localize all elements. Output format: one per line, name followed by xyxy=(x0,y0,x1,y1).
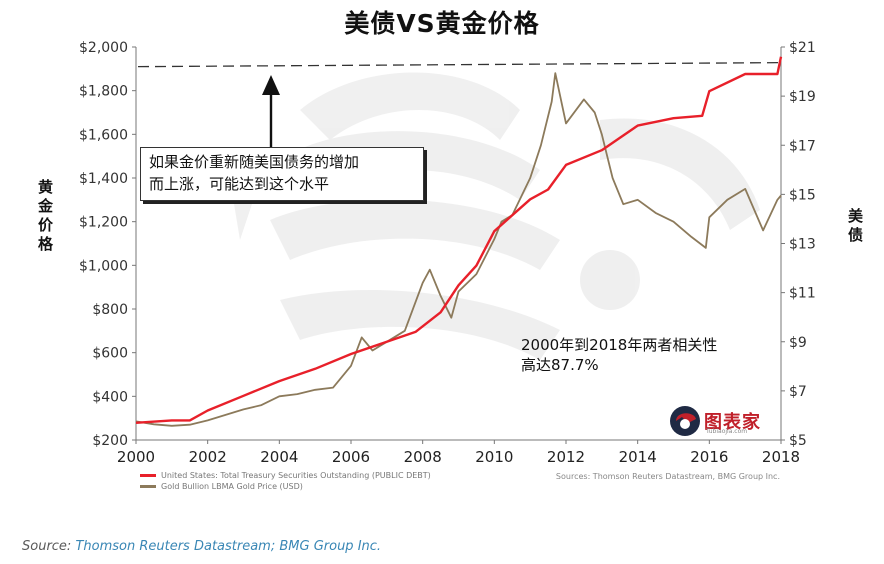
left-axis-title-char: 格 xyxy=(38,235,54,253)
left-tick-label: $1,400 xyxy=(79,171,128,187)
correlation-note-line: 高达87.7% xyxy=(521,356,599,374)
annotation-layer xyxy=(137,62,780,150)
legend-label-gold: Gold Bullion LBMA Gold Price (USD) xyxy=(161,482,303,491)
left-tick-label: $200 xyxy=(92,433,128,449)
right-tick-label: $9 xyxy=(789,335,807,351)
x-tick-label: 2006 xyxy=(332,448,370,466)
right-tick-label: $19 xyxy=(789,89,816,105)
x-tick-label: 2010 xyxy=(475,448,513,466)
left-tick-label: $1,200 xyxy=(79,215,128,231)
legend-label-debt: United States: Total Treasury Securities… xyxy=(161,471,431,480)
x-tick-label: 2012 xyxy=(547,448,585,466)
source-names: Thomson Reuters Datastream; BMG Group In… xyxy=(75,539,382,554)
left-axis-title-char: 价 xyxy=(38,216,54,234)
logo-text: 图表家 xyxy=(704,412,761,433)
logo-icon xyxy=(670,406,700,436)
annotation-line: 而上涨，可能达到这个水平 xyxy=(149,175,330,193)
background-watermark xyxy=(230,72,760,360)
legend-swatch-gold xyxy=(140,485,156,488)
legend-item-debt: United States: Total Treasury Securities… xyxy=(140,470,790,481)
left-tick-label: $600 xyxy=(92,346,128,362)
annotation-box: 如果金价重新随美国债务的增加 而上涨，可能达到这个水平 xyxy=(140,147,424,201)
x-tick-label: 2002 xyxy=(189,448,227,466)
axes: $2,000 $1,800 $1,600 $1,400 $1,200 $1,000 $800… xyxy=(79,40,816,466)
x-tick-label: 2008 xyxy=(404,448,442,466)
left-axis-title-char: 金 xyxy=(38,197,54,215)
left-axis-title: 黄 金 价 格 xyxy=(38,178,56,254)
left-axis-title-char: 黄 xyxy=(38,178,54,196)
source-prefix: Source: xyxy=(22,539,76,554)
right-tick-label: $7 xyxy=(789,384,807,400)
correlation-note-line: 2000年到2018年两者相关性 xyxy=(521,336,718,354)
left-tick-label: $400 xyxy=(92,389,128,405)
correlation-note: 2000年到2018年两者相关性 高达87.7% xyxy=(521,335,771,375)
logo: 图表家 Tubiaojia.com xyxy=(668,403,778,439)
right-tick-label: $21 xyxy=(789,40,816,56)
left-tick-label: $800 xyxy=(92,302,128,318)
left-tick-label: $1,800 xyxy=(79,84,128,100)
left-tick-label: $2,000 xyxy=(79,40,128,56)
annotation-arrow-head xyxy=(262,75,280,95)
x-tick-label: 2000 xyxy=(117,448,155,466)
right-tick-label: $5 xyxy=(789,433,807,449)
legend-swatch-debt xyxy=(140,474,156,477)
right-axis-title: 美 债 xyxy=(848,207,866,245)
annotation-line: 如果金价重新随美国债务的增加 xyxy=(149,153,360,171)
series-layer xyxy=(135,56,783,427)
legend: United States: Total Treasury Securities… xyxy=(140,470,790,492)
right-tick-label: $15 xyxy=(789,187,816,203)
left-tick-label: $1,600 xyxy=(79,127,128,143)
chart-title: 美债VS黄金价格 xyxy=(344,9,540,38)
x-tick-label: 2018 xyxy=(762,448,800,466)
series-line-gold xyxy=(135,72,782,427)
right-axis-title-char: 美 xyxy=(848,207,864,225)
x-tick-label: 2014 xyxy=(619,448,657,466)
right-tick-label: $17 xyxy=(789,138,816,154)
right-axis-title-char: 债 xyxy=(848,226,864,244)
series-line-debt xyxy=(135,56,783,424)
x-tick-label: 2004 xyxy=(260,448,298,466)
right-tick-label: $13 xyxy=(789,237,816,253)
legend-source: Sources: Thomson Reuters Datastream, BMG… xyxy=(555,472,780,481)
left-tick-label: $1,000 xyxy=(79,258,128,274)
right-tick-label: $11 xyxy=(789,286,816,302)
source-line: Source: Thomson Reuters Datastream; BMG … xyxy=(22,539,381,554)
logo-subtext: Tubiaojia.com xyxy=(706,428,748,435)
target-dashed-line xyxy=(137,62,780,68)
x-tick-label: 2016 xyxy=(690,448,728,466)
legend-item-gold: Gold Bullion LBMA Gold Price (USD) xyxy=(140,481,790,492)
